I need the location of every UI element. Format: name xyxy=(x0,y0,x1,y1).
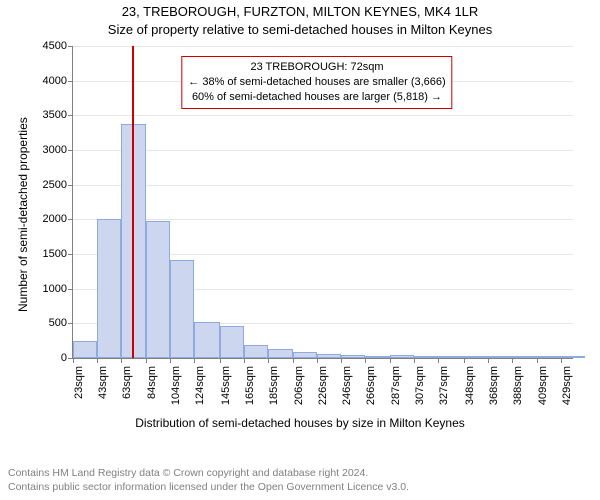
x-tick-mark xyxy=(464,358,465,363)
x-tick-mark xyxy=(194,358,195,363)
x-tick-mark xyxy=(220,358,221,363)
histogram-bar xyxy=(414,356,438,358)
x-tick-mark xyxy=(488,358,489,363)
y-tick-label: 1500 xyxy=(43,248,73,260)
x-axis-label: Distribution of semi-detached houses by … xyxy=(0,416,600,430)
histogram-bar xyxy=(488,356,512,358)
page-title-subtitle: Size of property relative to semi-detach… xyxy=(0,20,600,38)
y-tick-label: 4000 xyxy=(43,75,73,87)
histogram-bar xyxy=(220,326,244,358)
x-tick-mark xyxy=(341,358,342,363)
x-tick-label: 23sqm xyxy=(73,366,85,399)
gridline xyxy=(73,185,573,186)
caption-line-3: 60% of semi-detached houses are larger (… xyxy=(188,90,445,105)
x-tick-mark xyxy=(414,358,415,363)
x-tick-mark xyxy=(512,358,513,363)
y-tick-label: 1000 xyxy=(43,283,73,295)
histogram-bar xyxy=(194,322,219,358)
histogram-bar xyxy=(512,356,537,358)
y-tick-label: 3500 xyxy=(43,109,73,121)
x-tick-label: 124sqm xyxy=(194,366,206,405)
x-tick-label: 206sqm xyxy=(293,366,305,405)
histogram-bar xyxy=(244,345,268,358)
histogram-bar xyxy=(438,356,463,358)
x-tick-label: 145sqm xyxy=(220,366,232,405)
histogram-bar xyxy=(146,221,170,358)
y-tick-label: 2000 xyxy=(43,213,73,225)
histogram-bar xyxy=(170,260,194,358)
histogram-bar xyxy=(293,352,317,358)
gridline xyxy=(73,115,573,116)
x-tick-mark xyxy=(97,358,98,363)
page-title-address: 23, TREBOROUGH, FURZTON, MILTON KEYNES, … xyxy=(0,0,600,20)
histogram-bar xyxy=(537,356,561,358)
x-tick-mark xyxy=(317,358,318,363)
x-tick-label: 84sqm xyxy=(146,366,158,399)
x-tick-mark xyxy=(146,358,147,363)
plot-area: 05001000150020002500300035004000450023sq… xyxy=(72,46,573,359)
x-tick-label: 226sqm xyxy=(317,366,329,405)
x-tick-label: 165sqm xyxy=(244,366,256,405)
x-tick-label: 368sqm xyxy=(488,366,500,405)
y-tick-label: 3000 xyxy=(43,144,73,156)
x-tick-mark xyxy=(121,358,122,363)
x-tick-label: 388sqm xyxy=(512,366,524,405)
y-tick-label: 4500 xyxy=(43,40,73,52)
y-tick-label: 2500 xyxy=(43,179,73,191)
x-tick-label: 104sqm xyxy=(170,366,182,405)
y-tick-label: 0 xyxy=(61,352,73,364)
property-caption-box: 23 TREBOROUGH: 72sqm ← 38% of semi-detac… xyxy=(181,56,452,109)
x-tick-label: 348sqm xyxy=(464,366,476,405)
gridline xyxy=(73,150,573,151)
histogram-bar xyxy=(341,355,365,358)
footer-line-2: Contains public sector information licen… xyxy=(8,480,409,494)
x-tick-label: 266sqm xyxy=(365,366,377,405)
x-tick-label: 287sqm xyxy=(390,366,402,405)
x-tick-label: 409sqm xyxy=(537,366,549,405)
x-tick-mark xyxy=(268,358,269,363)
y-axis-label: Number of semi-detached properties xyxy=(16,117,30,312)
caption-line-2: ← 38% of semi-detached houses are smalle… xyxy=(188,75,445,90)
x-tick-mark xyxy=(293,358,294,363)
chart-container: 0 500 1000 1500 2000 2500 3000 3500 4000 4500 23sq… xyxy=(0,40,600,442)
x-tick-mark xyxy=(438,358,439,363)
histogram-bar xyxy=(365,356,390,358)
x-tick-mark xyxy=(537,358,538,363)
histogram-bar xyxy=(268,349,293,358)
x-tick-label: 43sqm xyxy=(97,366,109,399)
x-tick-mark xyxy=(170,358,171,363)
x-tick-mark xyxy=(390,358,391,363)
gridline xyxy=(73,46,573,47)
x-tick-mark xyxy=(73,358,74,363)
x-tick-label: 185sqm xyxy=(268,366,280,405)
histogram-bar xyxy=(464,356,488,358)
x-tick-mark xyxy=(561,358,562,363)
histogram-bar xyxy=(97,219,121,358)
y-tick-label: 500 xyxy=(49,317,73,329)
x-tick-mark xyxy=(244,358,245,363)
footer-line-1: Contains HM Land Registry data © Crown c… xyxy=(8,466,409,480)
histogram-bar xyxy=(561,356,585,358)
x-tick-label: 327sqm xyxy=(438,366,450,405)
footer-attribution: Contains HM Land Registry data © Crown c… xyxy=(8,466,409,494)
histogram-bar xyxy=(317,354,341,358)
property-marker-line xyxy=(132,46,134,358)
x-tick-label: 246sqm xyxy=(341,366,353,405)
x-tick-label: 429sqm xyxy=(561,366,573,405)
x-tick-label: 307sqm xyxy=(414,366,426,405)
histogram-bar xyxy=(390,355,414,358)
x-tick-label: 63sqm xyxy=(121,366,133,399)
x-tick-mark xyxy=(365,358,366,363)
caption-line-1: 23 TREBOROUGH: 72sqm xyxy=(188,60,445,75)
histogram-bar xyxy=(73,341,97,358)
